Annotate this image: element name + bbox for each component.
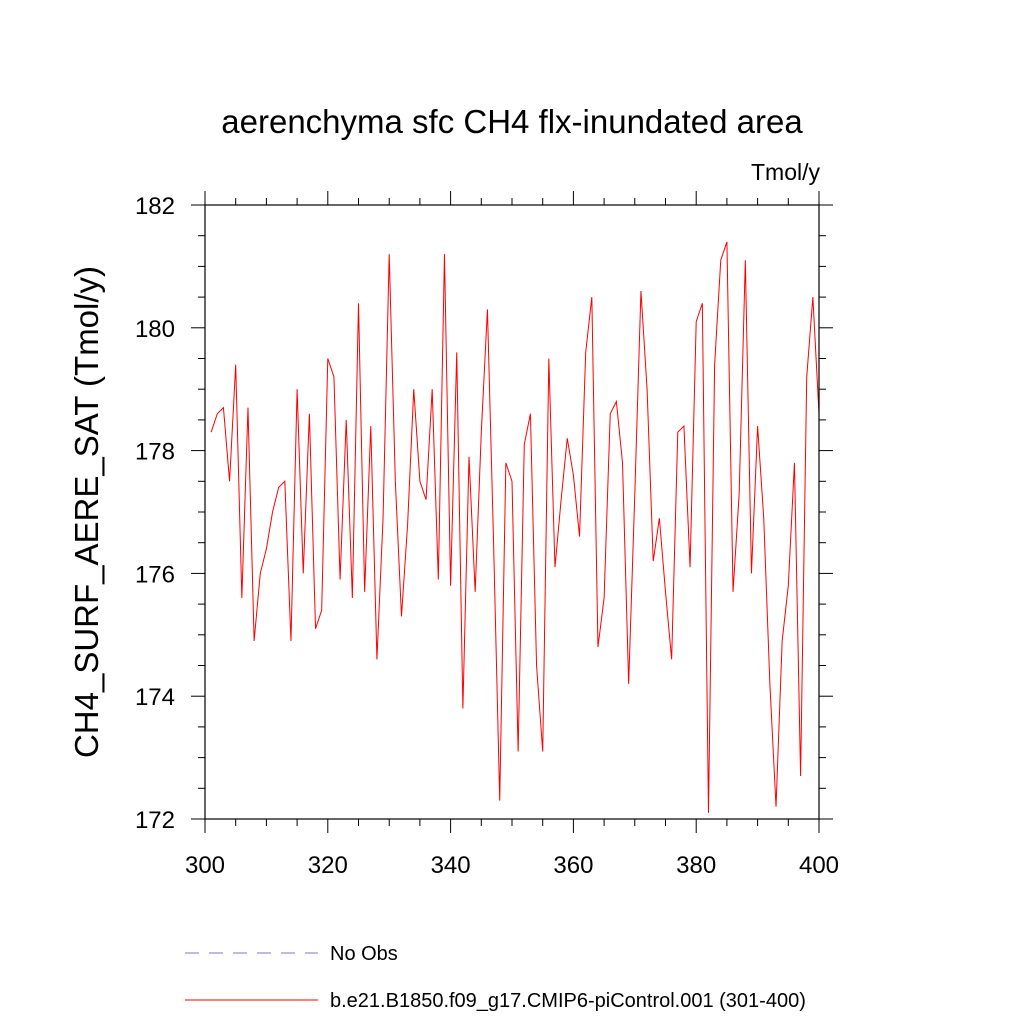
y-tick-label: 182: [135, 193, 175, 220]
x-tick-label: 380: [676, 852, 716, 879]
x-tick-label: 340: [431, 852, 471, 879]
units-label: Tmol/y: [751, 159, 821, 185]
y-axis-label: CH4_SURF_AERE_SAT (Tmol/y): [68, 266, 105, 758]
legend: No Obs b.e21.B1850.f09_g17.CMIP6-piContr…: [185, 943, 806, 1012]
x-tick-label: 360: [553, 852, 593, 879]
y-tick-label: 180: [135, 316, 175, 343]
chart-title: aerenchyma sfc CH4 flx-inundated area: [221, 103, 803, 140]
x-tick-label: 400: [799, 852, 839, 879]
y-tick-label: 172: [135, 807, 175, 834]
y-tick-label: 176: [135, 561, 175, 588]
legend-label-model-run: b.e21.B1850.f09_g17.CMIP6-piControl.001 …: [330, 990, 806, 1012]
x-tick-label: 320: [308, 852, 348, 879]
plot-frame: [204, 204, 820, 820]
y-tick-label: 178: [135, 439, 175, 466]
tick-labels: 300 320 340 360 380 400 172 174 176 178 180 182: [135, 193, 839, 879]
y-tick-label: 174: [135, 684, 175, 711]
axis-ticks: [191, 191, 833, 833]
data-series-line: [210, 241, 820, 813]
x-tick-label: 300: [185, 852, 225, 879]
legend-label-no-obs: No Obs: [330, 943, 398, 965]
